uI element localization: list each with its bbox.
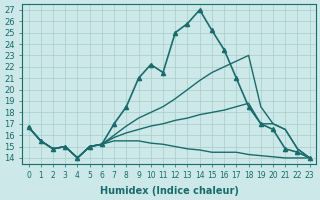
X-axis label: Humidex (Indice chaleur): Humidex (Indice chaleur) bbox=[100, 186, 239, 196]
